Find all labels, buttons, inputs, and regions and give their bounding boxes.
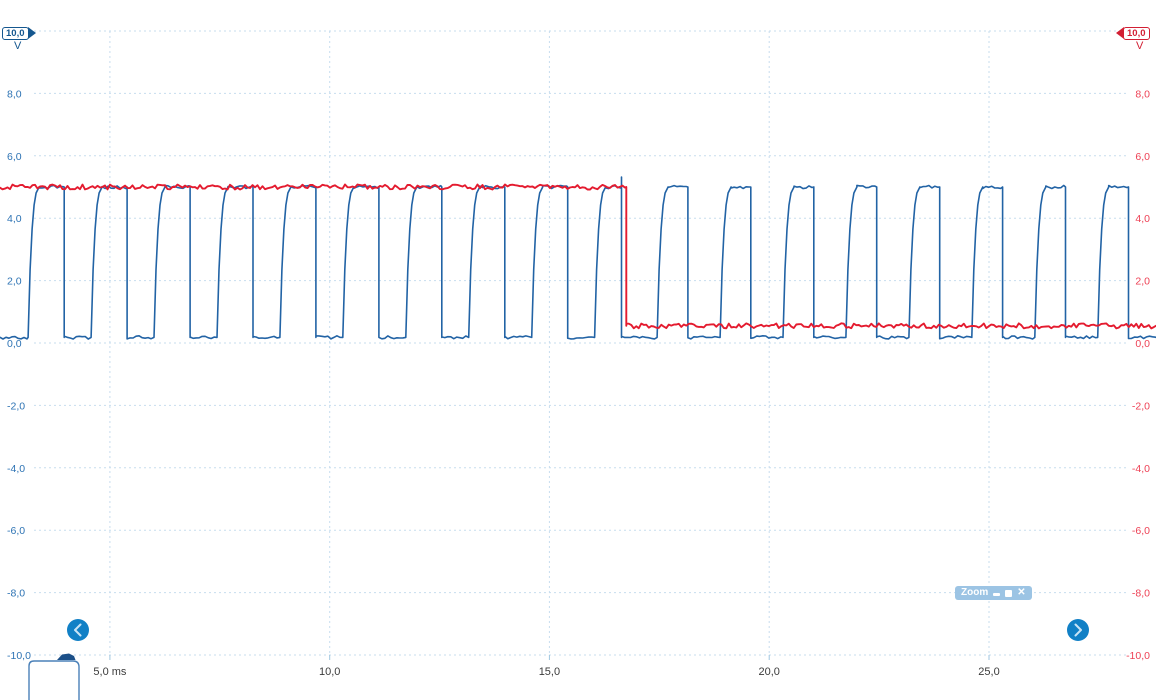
y-axis-label-left: 2,0 <box>7 276 22 288</box>
zoom-window-title: Zoom <box>961 587 989 598</box>
zoom-window-titlebar[interactable]: Zoom ✕ <box>955 586 1032 600</box>
y-axis-label-left: -4,0 <box>7 463 25 475</box>
y-axis-label-right: 2,0 <box>1135 276 1150 288</box>
x-axis-label: 25,0 <box>978 666 999 678</box>
chevron-left-icon <box>74 623 82 637</box>
grid-horizontal-lines <box>34 30 1128 656</box>
y-axis-label-left: 0,0 <box>7 338 22 350</box>
channel-b-unit-label: V <box>1136 40 1144 52</box>
channel-a-unit-label: V <box>14 40 22 52</box>
trigger-marker[interactable] <box>24 649 86 700</box>
x-axis-label: 10,0 <box>319 666 340 678</box>
channel-b-trace <box>0 183 1156 330</box>
y-axis-label-right: 6,0 <box>1135 151 1150 163</box>
y-axis-label-right: -2,0 <box>1132 400 1150 412</box>
x-axis-label: 5,0 ms <box>93 666 127 678</box>
y-axis-label-left: 6,0 <box>7 151 22 163</box>
pan-left-button[interactable] <box>67 619 89 641</box>
channel-a-scale-tag[interactable]: 10,0 <box>2 26 36 40</box>
maximize-icon[interactable] <box>1005 589 1013 597</box>
y-axis-label-left: 4,0 <box>7 213 22 225</box>
x-axis-label: 15,0 <box>539 666 560 678</box>
channel-a-scale-value: 10,0 <box>2 26 29 40</box>
y-axis-label-right: -10,0 <box>1126 650 1150 662</box>
channel-b-scale-value: 10,0 <box>1123 26 1150 40</box>
y-axis-label-right: -6,0 <box>1132 525 1150 537</box>
trigger-flag-icon <box>57 653 76 660</box>
marker-bracket <box>28 660 80 700</box>
x-axis-label: 20,0 <box>758 666 779 678</box>
channel-b-scale-tag[interactable]: 10,0 <box>1116 26 1150 40</box>
y-axis-label-right: -8,0 <box>1132 588 1150 600</box>
minimize-icon[interactable] <box>993 592 1001 596</box>
y-axis-label-right: 0,0 <box>1135 338 1150 350</box>
chevron-right-icon <box>1074 623 1082 637</box>
pan-right-button[interactable] <box>1067 619 1089 641</box>
axis-labels: 8,0 6,0 4,0 2,0 0,0 -2,0 -4,0 -6,0 -8,0 -10,0 8,0 6… <box>7 88 1150 678</box>
grid-vertical-lines <box>109 31 990 660</box>
y-axis-label-right: -4,0 <box>1132 463 1150 475</box>
channel-a-trace <box>0 176 1156 340</box>
arrow-right-icon <box>27 27 36 39</box>
y-axis-label-left: -2,0 <box>7 400 25 412</box>
y-axis-label-left: -10,0 <box>7 650 31 662</box>
y-axis-label-left: -8,0 <box>7 588 25 600</box>
arrow-left-icon <box>1116 27 1124 39</box>
y-axis-label-right: 4,0 <box>1135 213 1150 225</box>
close-icon[interactable]: ✕ <box>1017 587 1026 598</box>
y-axis-label-right: 8,0 <box>1135 88 1150 100</box>
y-axis-label-left: 8,0 <box>7 88 22 100</box>
y-axis-label-left: -6,0 <box>7 525 25 537</box>
